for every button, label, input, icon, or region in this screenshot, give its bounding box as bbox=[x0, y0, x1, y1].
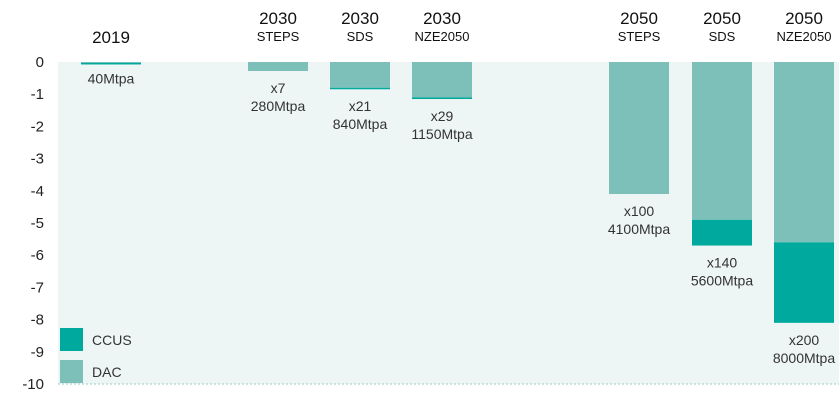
category-scenario-label: SDS bbox=[709, 29, 736, 44]
category-year-label: 2030 bbox=[259, 9, 297, 28]
bar-dac bbox=[81, 62, 141, 63]
bar-multiplier-label: x100 bbox=[624, 203, 655, 219]
bar-total-label: 280Mtpa bbox=[251, 98, 306, 114]
y-tick-label: 0 bbox=[36, 54, 44, 71]
bar-ccus bbox=[412, 97, 472, 100]
y-tick-label: -1 bbox=[31, 86, 44, 103]
category-labels: 20192030STEPS2030SDS2030NZE20502050STEPS… bbox=[92, 9, 831, 47]
y-tick-label: -10 bbox=[22, 376, 44, 393]
bar-total-label: 8000Mtpa bbox=[773, 350, 835, 366]
category-scenario-label: STEPS bbox=[257, 29, 300, 44]
category-year-label: 2019 bbox=[92, 28, 130, 47]
bar-multiplier-label: x140 bbox=[707, 255, 738, 271]
legend-swatch bbox=[60, 360, 83, 383]
category-year-label: 2030 bbox=[341, 9, 379, 28]
bar-dac bbox=[412, 62, 472, 98]
y-tick-label: -8 bbox=[31, 312, 44, 329]
category-scenario-label: NZE2050 bbox=[777, 29, 832, 44]
y-tick-label: -2 bbox=[31, 118, 44, 135]
bar-dac bbox=[330, 62, 390, 88]
legend: CCUS DAC bbox=[60, 328, 132, 383]
y-tick-label: -9 bbox=[31, 344, 44, 361]
bar-total-label: 1150Mtpa bbox=[411, 126, 472, 142]
legend-swatch bbox=[60, 328, 83, 351]
bar-ccus bbox=[330, 87, 390, 90]
bar-multiplier-label: x200 bbox=[789, 332, 820, 348]
y-tick-label: -4 bbox=[31, 183, 44, 200]
bar-ccus bbox=[692, 219, 752, 246]
bar-total-label: 4100Mtpa bbox=[608, 221, 670, 237]
category-year-label: 2030 bbox=[423, 9, 461, 28]
category-scenario-label: SDS bbox=[347, 29, 374, 44]
bar-annotations: 40Mtpa x7 280Mtpa x21 840Mtpa x29 1150Mtpa x100… bbox=[88, 70, 836, 366]
bar-total-label: 40Mtpa bbox=[88, 70, 135, 86]
bar-dac bbox=[774, 62, 834, 243]
bar-dac bbox=[609, 62, 669, 195]
bar-total-label: 5600Mtpa bbox=[691, 273, 753, 289]
bar-dac bbox=[248, 62, 308, 72]
bar-ccus bbox=[81, 62, 141, 65]
bar-dac bbox=[692, 62, 752, 220]
category-scenario-label: NZE2050 bbox=[415, 29, 470, 44]
y-tick-label: -5 bbox=[31, 215, 44, 232]
legend-label: CCUS bbox=[92, 332, 132, 348]
y-tick-label: -3 bbox=[31, 151, 44, 168]
legend-label: DAC bbox=[92, 364, 122, 380]
bar-total-label: 840Mtpa bbox=[333, 116, 388, 132]
category-year-label: 2050 bbox=[620, 9, 658, 28]
bar-multiplier-label: x7 bbox=[271, 80, 286, 96]
y-axis: 0 -1 -2 -3 -4 -5 -6 -7 -8 -9 -10 bbox=[22, 54, 44, 393]
category-year-label: 2050 bbox=[785, 9, 823, 28]
y-tick-label: -7 bbox=[31, 279, 44, 296]
category-scenario-label: STEPS bbox=[618, 29, 661, 44]
category-year-label: 2050 bbox=[703, 9, 741, 28]
bar-ccus bbox=[774, 242, 834, 323]
bar-multiplier-label: x29 bbox=[431, 108, 454, 124]
bars bbox=[81, 62, 834, 323]
bar-multiplier-label: x21 bbox=[349, 98, 372, 114]
y-tick-label: -6 bbox=[31, 247, 44, 264]
